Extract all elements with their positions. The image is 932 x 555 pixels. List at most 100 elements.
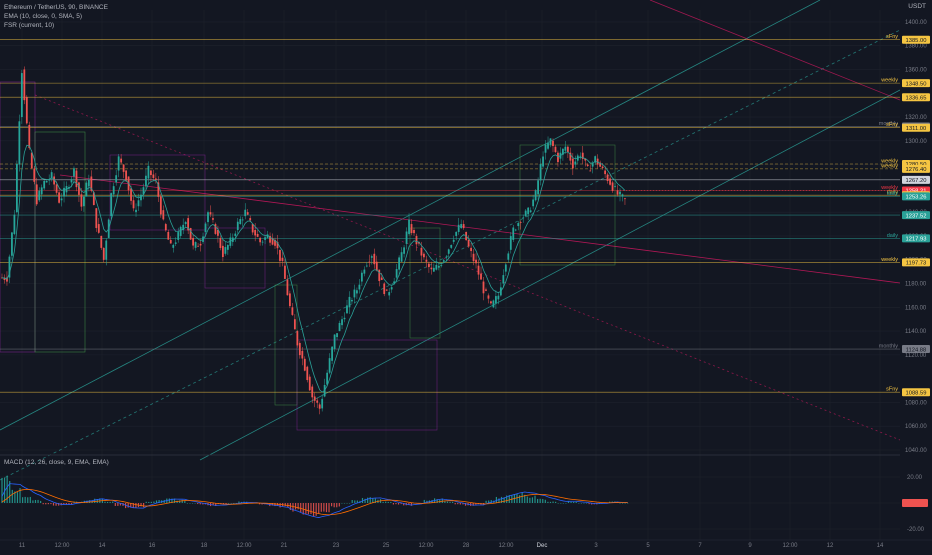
price-tick: 1040.00 [905,448,927,454]
macd-bar [312,503,315,517]
macd-bar [65,503,67,505]
price-label: 1311.00 [906,126,927,132]
macd-bar [503,497,505,503]
candle-body [13,214,16,234]
macd-bar [294,503,297,510]
macd-legend[interactable]: MACD (12, 26, close, 9, EMA, EMA) [4,459,109,466]
candle-body [105,240,108,260]
candle-body [55,184,58,193]
ema-line[interactable] [1,144,626,393]
candle-body [333,334,336,349]
time-tick: 12:00 [498,543,514,549]
candle-body [40,187,43,195]
candle-body [281,257,284,261]
candle-body [43,180,46,189]
candle-body [375,261,378,271]
macd-bar [555,501,557,503]
candle-body [455,231,458,236]
candle-body [529,210,532,213]
price-label-box: 1385.00 [902,35,930,44]
candle-body [599,162,602,167]
candle-body [480,273,482,280]
macd-bar [158,500,160,503]
candle-body [167,231,170,240]
macd-bar [495,496,497,503]
candle-body [122,164,125,172]
price-label: 1124.88 [906,347,927,353]
macd-bar [583,503,585,504]
price-label-box: 1088.59 [902,388,930,396]
price-label: 1217.93 [906,237,927,243]
candle-body [348,296,351,308]
candle-body [254,230,257,236]
macd-bar [609,501,611,503]
candle-body [75,170,78,188]
macd-bar [88,500,91,503]
candle-body [343,317,346,320]
macd-bar [52,503,55,506]
macd-line[interactable] [1,483,628,518]
macd-bar [521,492,523,503]
macd-bar [575,501,577,503]
macd-bar [119,503,122,506]
macd-bar [397,503,400,505]
time-tick: 18 [201,543,208,549]
macd-bar [567,501,570,503]
candle-body [78,182,80,195]
candle-body [336,333,338,338]
candle-body [532,199,535,207]
macd-tick: 20.00 [907,475,923,481]
candle-body [145,175,147,187]
candle-body [219,237,222,248]
candle-body [539,164,542,181]
candle-body [450,244,453,248]
candle-body [619,191,621,195]
macd-bar [490,500,492,503]
macd-bar [578,503,580,504]
candle-body [95,208,98,229]
candle-body [373,253,376,265]
macd-bar [343,503,346,504]
signal-line[interactable] [1,489,628,516]
candle-body [611,182,614,191]
candle-body [229,237,232,246]
macd-bar [516,493,518,503]
candle-body [353,289,356,298]
time-tick: Dec [537,543,548,549]
level-tag: sFny [886,387,898,393]
macd-bar [624,503,626,504]
candle-body [527,207,530,215]
price-tick: 1160.00 [905,305,927,311]
candle-body [38,190,41,201]
candle-body [209,212,212,215]
macd-bar [585,503,588,504]
price-tick: 1120.00 [905,353,927,359]
candle-body [415,235,418,245]
candle-body [192,237,195,246]
candle-body [425,259,428,262]
candle-body [306,366,309,381]
candle-body [574,161,577,165]
candle-body [112,186,115,195]
macd-bar [346,503,348,504]
macd-bar [9,481,11,503]
candle-body [624,198,626,200]
macd-bar [189,503,191,504]
candle-body [189,228,192,240]
candle-body [28,124,31,149]
candle-body [537,180,539,195]
candle-body [152,174,155,178]
candle-body [33,168,36,182]
candle-body [542,156,544,167]
macd-bar [529,497,531,503]
time-tick: 14 [877,543,884,549]
candle-body [614,185,616,187]
macd-bar [24,496,26,503]
macd-bar [436,499,438,503]
candle-body [179,226,182,236]
candle-body [341,319,343,326]
macd-bar [627,503,629,504]
price-label-box: 1237.52 [902,211,930,219]
